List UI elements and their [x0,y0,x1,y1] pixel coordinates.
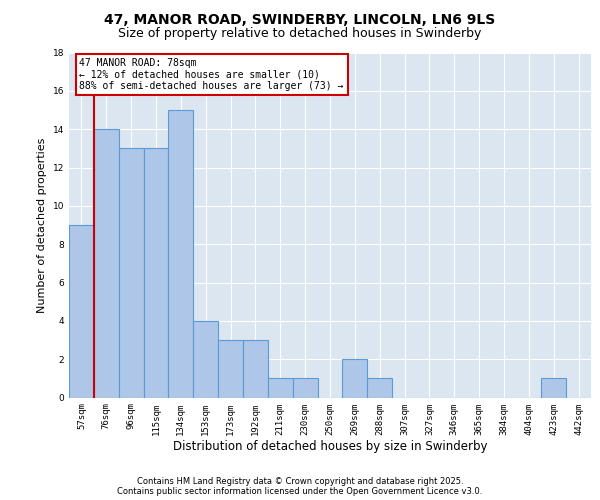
Bar [243,340,268,398]
Bar [343,359,367,398]
Bar [69,225,94,398]
Bar [143,148,169,398]
Text: Contains public sector information licensed under the Open Government Licence v3: Contains public sector information licen… [118,487,482,496]
Text: 47 MANOR ROAD: 78sqm
← 12% of detached houses are smaller (10)
88% of semi-detac: 47 MANOR ROAD: 78sqm ← 12% of detached h… [79,58,344,91]
Bar [541,378,566,398]
Bar [169,110,193,398]
X-axis label: Distribution of detached houses by size in Swinderby: Distribution of detached houses by size … [173,440,487,453]
Bar [268,378,293,398]
Bar [218,340,243,398]
Bar [293,378,317,398]
Bar [119,148,143,398]
Text: 47, MANOR ROAD, SWINDERBY, LINCOLN, LN6 9LS: 47, MANOR ROAD, SWINDERBY, LINCOLN, LN6 … [104,12,496,26]
Text: Size of property relative to detached houses in Swinderby: Size of property relative to detached ho… [118,28,482,40]
Bar [94,129,119,398]
Text: Contains HM Land Registry data © Crown copyright and database right 2025.: Contains HM Land Registry data © Crown c… [137,477,463,486]
Bar [193,321,218,398]
Bar [367,378,392,398]
Y-axis label: Number of detached properties: Number of detached properties [37,138,47,312]
